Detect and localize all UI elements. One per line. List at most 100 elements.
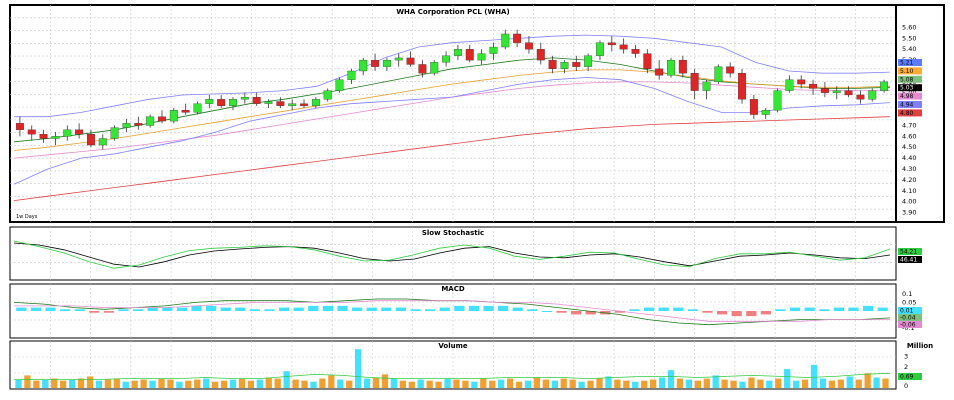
price-panel: WHA Corporation PCL (WHA) 1w Days 5.60 5.…: [9, 4, 922, 223]
volume-bar: [667, 370, 675, 388]
volume-bar: [453, 379, 460, 388]
candle-body: [809, 83, 817, 89]
value-tag-label: 4.94: [900, 102, 914, 109]
macd-histogram-bar: [45, 307, 56, 311]
volume-y-axis: 3210: [904, 353, 908, 391]
y-tick-label: 4.50: [902, 143, 916, 151]
macd-histogram-bar: [220, 307, 231, 311]
volume-bar: [605, 376, 612, 388]
value-tag: [898, 307, 922, 314]
volume-bar: [641, 380, 648, 388]
volume-bar: [122, 381, 129, 388]
candle-body: [394, 57, 403, 61]
candle-body: [382, 59, 391, 67]
volume-bar: [247, 380, 255, 388]
macd-histogram-bar: [468, 305, 480, 311]
value-tag: [898, 314, 922, 321]
candle-body: [738, 73, 746, 100]
macd-histogram-bar: [162, 307, 173, 311]
volume-bar: [355, 349, 362, 388]
period-label: 1w Days: [16, 214, 38, 220]
volume-bar: [828, 380, 836, 388]
y-tick-label: 0: [904, 382, 908, 390]
candle-body: [690, 73, 699, 91]
y-tick-label: 4.20: [902, 176, 916, 184]
macd-histogram-bar: [658, 307, 669, 311]
volume-bar: [310, 381, 317, 388]
value-tag-label: -0.04: [900, 315, 916, 322]
volume-bar: [882, 378, 889, 388]
volume-bar: [149, 380, 156, 388]
volume-bar: [533, 377, 541, 388]
macd-histogram-bar: [775, 309, 786, 311]
macd-right-labels: 0.01-0.04-0.06: [898, 307, 922, 329]
macd-grid: [10, 284, 896, 338]
volume-bar: [471, 381, 478, 388]
stochastic-lines: [13, 240, 891, 269]
macd-histogram-bar: [614, 311, 626, 313]
volume-bar: [185, 380, 192, 388]
volume-bar: [784, 369, 791, 388]
value-tag: [898, 373, 922, 380]
candle-body: [832, 90, 841, 93]
candle-body: [75, 129, 84, 135]
macd-histogram-bar: [731, 311, 742, 317]
candle-body: [584, 55, 593, 67]
value-tag: [898, 75, 922, 83]
volume-bar: [578, 381, 585, 388]
macd-histogram-bar: [702, 311, 713, 313]
volume-bar: [542, 379, 549, 388]
candle-body: [773, 90, 782, 111]
candle-body: [678, 59, 687, 74]
macd-histogram-bar: [205, 305, 217, 311]
volume-bar: [855, 379, 862, 388]
value-tag-label: 0.01: [900, 308, 914, 315]
stochastic-title: Slow Stochastic: [422, 229, 484, 237]
volume-title: Volume: [438, 342, 468, 350]
volume-bar: [748, 377, 755, 388]
volume-bar: [757, 379, 764, 388]
volume-bar: [283, 371, 290, 388]
candle-body: [110, 127, 119, 139]
candle-body: [501, 33, 510, 48]
value-tag: [898, 67, 922, 75]
macd-histogram-bar: [760, 311, 772, 315]
candle-body: [418, 64, 427, 74]
candle-body: [856, 94, 865, 100]
volume-bar: [614, 379, 621, 388]
y-tick-label: 4.10: [902, 187, 916, 195]
macd-histogram-bar: [541, 311, 553, 312]
volume-bar: [694, 380, 701, 388]
volume-bar: [363, 378, 371, 388]
volume-bar: [229, 379, 237, 388]
macd-histogram-bar: [30, 307, 42, 311]
macd-histogram-bar: [322, 305, 334, 311]
candle-body: [98, 138, 107, 146]
volume-bar: [462, 380, 469, 388]
candle-body: [323, 90, 332, 100]
candle-body: [667, 59, 675, 76]
value-tag-label: 54.21: [900, 249, 917, 256]
candle-body: [477, 53, 486, 61]
value-tag: [898, 248, 922, 255]
volume-bar: [158, 378, 165, 388]
candle-body: [264, 101, 273, 104]
volume-bar: [86, 376, 94, 388]
series-line: [14, 34, 891, 118]
volume-bar: [211, 381, 219, 388]
volume-bar: [238, 378, 246, 388]
volume-bar: [632, 381, 639, 388]
volume-bar: [265, 377, 272, 388]
macd-lines: [13, 298, 891, 326]
candle-body: [288, 103, 297, 106]
macd-histogram-bar: [59, 309, 71, 311]
volume-bar: [15, 379, 22, 388]
volume-bar: [95, 380, 103, 388]
candle-body: [51, 136, 60, 139]
y-tick-label: 4.40: [902, 154, 916, 162]
macd-histogram-bar: [308, 305, 319, 311]
macd-histogram-bar: [833, 307, 845, 311]
macd-histogram-bar: [176, 307, 188, 311]
candle-body: [797, 79, 806, 85]
